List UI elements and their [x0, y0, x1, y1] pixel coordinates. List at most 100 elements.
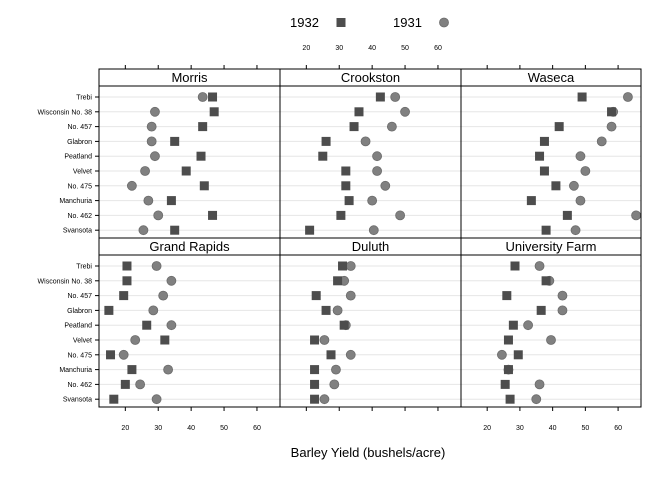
point-1932-morris-no-462	[208, 210, 218, 220]
x-tick-label: 60	[253, 425, 261, 432]
panel-title: University Farm	[505, 239, 596, 254]
point-1931-grand-rapids-wisconsin-no-38	[166, 275, 177, 286]
point-1931-morris-no-457	[146, 121, 157, 132]
point-1932-grand-rapids-velvet	[160, 335, 170, 345]
point-1932-grand-rapids-trebi	[122, 261, 132, 271]
point-1932-university-farm-glabron	[536, 305, 546, 315]
panel-title: Grand Rapids	[149, 239, 230, 254]
row-label-svansota: Svansota	[63, 397, 92, 404]
x-tick-label: 20	[302, 45, 310, 52]
point-1932-duluth-trebi	[338, 261, 348, 271]
row-label-no-457: No. 457	[67, 293, 92, 300]
point-1931-morris-trebi	[197, 92, 208, 102]
legend-entry-1932: 1932	[290, 15, 346, 30]
point-1931-waseca-no-457	[606, 121, 617, 132]
point-1931-university-farm-velvet	[546, 335, 556, 345]
point-1932-grand-rapids-no-475	[106, 350, 116, 360]
point-1931-crookston-no-475	[380, 180, 391, 191]
point-1931-crookston-trebi	[390, 92, 401, 102]
point-1932-grand-rapids-manchuria	[127, 365, 137, 375]
panel-grand-rapids: Grand Rapids	[99, 238, 280, 405]
strip-background	[99, 69, 280, 86]
row-label-no-475: No. 475	[67, 183, 92, 190]
point-1931-crookston-svansota	[368, 225, 379, 236]
legend-circle-marker	[439, 17, 449, 28]
point-1932-morris-wisconsin-no-38	[209, 107, 219, 117]
row-label-wisconsin-no-38: Wisconsin No. 38	[38, 278, 93, 285]
point-1932-waseca-svansota	[541, 225, 551, 235]
legend-square-marker	[336, 18, 346, 27]
point-1932-crookston-glabron	[321, 136, 331, 146]
row-label-peatland: Peatland	[64, 154, 92, 161]
point-1932-university-farm-svansota	[505, 394, 515, 404]
point-1931-university-farm-no-475	[497, 349, 507, 360]
point-1932-grand-rapids-no-462	[120, 379, 130, 389]
point-1931-grand-rapids-glabron	[148, 305, 159, 316]
point-1931-waseca-no-475	[569, 180, 579, 191]
point-1931-duluth-manchuria	[331, 364, 341, 375]
x-tick-label: 40	[187, 425, 195, 432]
panel-title: Morris	[171, 70, 208, 85]
point-1932-university-farm-no-457	[502, 291, 512, 301]
point-1931-duluth-svansota	[319, 394, 330, 405]
strip-background	[280, 238, 461, 255]
point-1932-crookston-no-475	[341, 181, 351, 191]
row-label-velvet: Velvet	[73, 338, 92, 345]
point-1931-duluth-no-462	[329, 379, 340, 390]
legend-entry-1931: 1931	[393, 15, 449, 30]
point-1932-grand-rapids-wisconsin-no-38	[122, 276, 132, 286]
point-1931-crookston-no-462	[395, 210, 406, 221]
row-label-no-462: No. 462	[67, 213, 92, 220]
row-label-velvet: Velvet	[73, 169, 92, 176]
point-1931-grand-rapids-no-475	[118, 349, 129, 360]
point-1932-morris-trebi	[208, 92, 218, 102]
point-1931-grand-rapids-trebi	[151, 261, 162, 271]
point-1932-duluth-wisconsin-no-38	[333, 276, 343, 286]
point-1931-duluth-no-475	[345, 349, 356, 360]
row-label-no-462: No. 462	[67, 382, 92, 389]
point-1932-waseca-no-462	[562, 210, 572, 220]
row-label-no-457: No. 457	[67, 124, 92, 131]
point-1931-grand-rapids-no-462	[135, 379, 146, 390]
point-1932-university-farm-no-475	[513, 350, 523, 360]
x-axis-title: Barley Yield (bushels/acre)	[291, 445, 446, 460]
point-1931-waseca-trebi	[623, 92, 633, 102]
point-1931-university-farm-glabron	[557, 305, 568, 316]
point-1932-morris-velvet	[181, 166, 191, 176]
panel-crookston: Crookston	[280, 69, 461, 236]
point-1931-morris-peatland	[150, 151, 160, 162]
point-1932-grand-rapids-svansota	[109, 394, 119, 404]
point-1931-morris-no-475	[127, 180, 137, 191]
point-1932-morris-manchuria	[166, 196, 176, 206]
point-1932-university-farm-wisconsin-no-38	[541, 276, 551, 286]
point-1931-morris-glabron	[146, 136, 157, 147]
point-1931-university-farm-peatland	[523, 320, 533, 331]
point-1931-university-farm-trebi	[534, 261, 545, 271]
row-label-glabron: Glabron	[67, 308, 92, 315]
point-1932-university-farm-peatland	[508, 320, 518, 330]
point-1932-university-farm-manchuria	[503, 365, 513, 375]
point-1931-duluth-velvet	[319, 335, 330, 345]
point-1932-crookston-no-462	[336, 210, 346, 220]
panel-waseca: Waseca	[461, 69, 641, 236]
row-label-trebi: Trebi	[76, 95, 92, 102]
x-tick-label: 20	[483, 425, 491, 432]
panel-title: Duluth	[352, 239, 390, 254]
legend-label: 1932	[290, 15, 319, 30]
point-1932-duluth-no-457	[311, 291, 321, 301]
panel-morris: Morris	[99, 69, 280, 236]
legend-label: 1931	[393, 15, 422, 30]
point-1932-waseca-no-475	[551, 181, 561, 191]
point-1932-university-farm-no-462	[500, 379, 510, 389]
panels-grid: Morris Crookston Waseca Grand Rapids Duluth U…	[99, 69, 641, 405]
point-1932-waseca-peatland	[535, 151, 545, 161]
point-1931-university-farm-svansota	[531, 394, 542, 405]
x-tick-label: 40	[368, 45, 376, 52]
point-1932-waseca-manchuria	[526, 196, 536, 206]
strip-background	[99, 238, 280, 255]
panel-title: Crookston	[341, 70, 400, 85]
point-1931-waseca-peatland	[575, 151, 586, 162]
point-1932-grand-rapids-glabron	[104, 305, 114, 315]
point-1931-duluth-trebi	[345, 261, 356, 271]
